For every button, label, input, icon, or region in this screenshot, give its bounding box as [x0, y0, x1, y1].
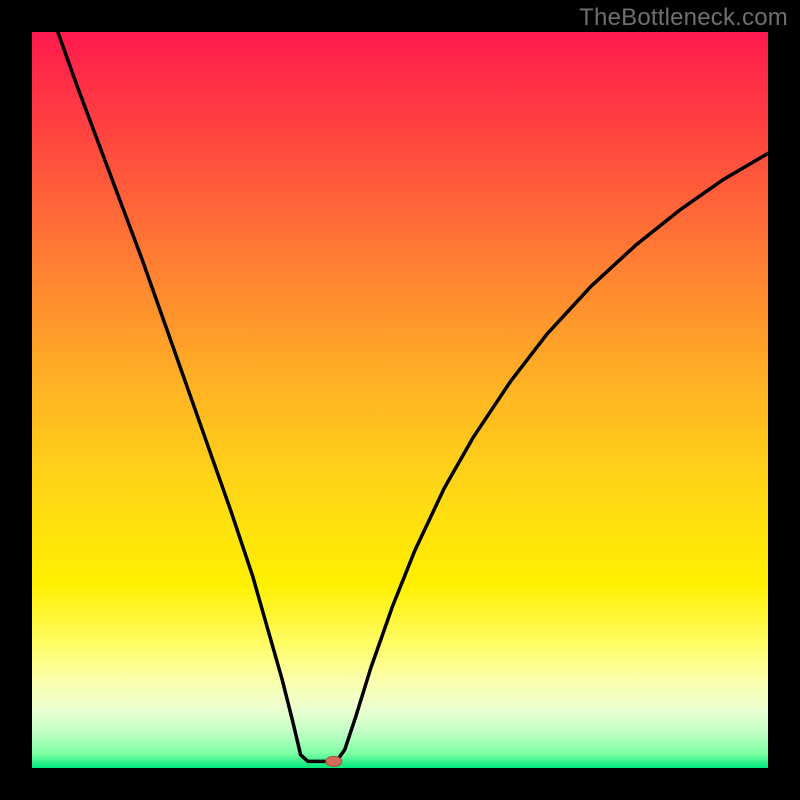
optimal-point-marker — [326, 756, 342, 766]
bottleneck-curve-chart — [0, 0, 800, 800]
chart-container: TheBottleneck.com — [0, 0, 800, 800]
watermark-text: TheBottleneck.com — [579, 4, 788, 32]
plot-background — [32, 32, 768, 768]
